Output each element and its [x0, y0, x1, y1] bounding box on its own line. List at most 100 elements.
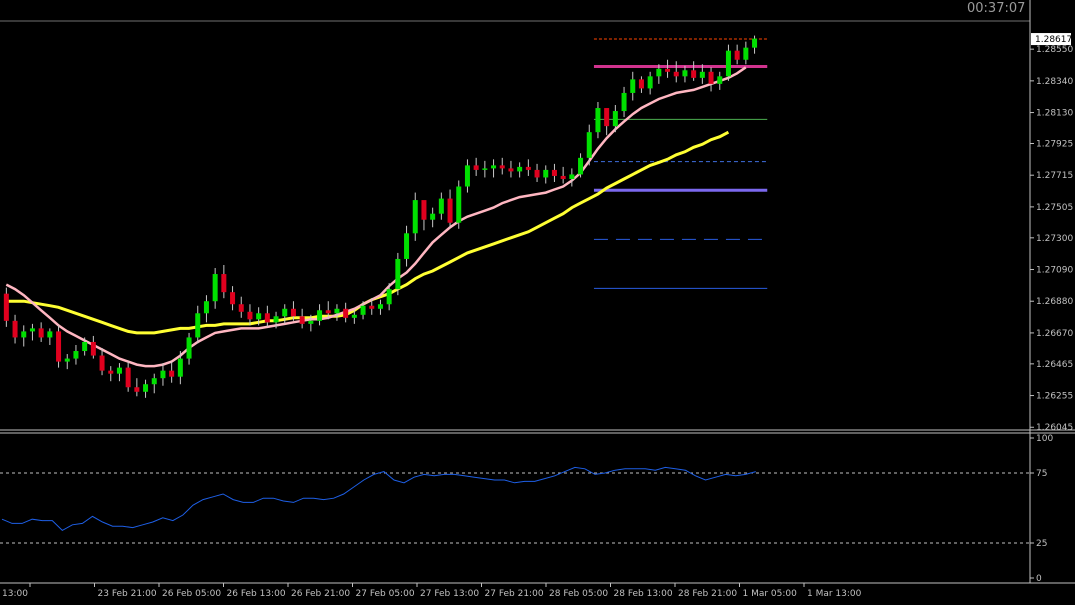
candle-body — [438, 198, 444, 214]
candle-body — [90, 341, 96, 356]
candle-body — [656, 68, 662, 77]
candle — [369, 298, 375, 315]
candle-body — [351, 314, 357, 318]
candle-body — [638, 79, 644, 89]
candle — [630, 71, 636, 101]
candle-body — [221, 274, 227, 293]
candle — [647, 71, 653, 95]
price-tick-label: 1.26045 — [1036, 423, 1073, 433]
candle-body — [499, 165, 505, 169]
candle — [169, 361, 175, 383]
candle-body — [578, 157, 584, 175]
price-tick-label: 1.27090 — [1036, 266, 1073, 276]
candle-body — [325, 310, 331, 314]
candle-body — [621, 92, 627, 112]
candle-body — [169, 370, 175, 377]
indicator-tick-label: 75 — [1036, 469, 1047, 479]
time-tick-label: 28 Feb 13:00 — [614, 589, 673, 599]
candle — [256, 307, 262, 326]
candle-body — [99, 355, 105, 371]
candle-body — [699, 71, 705, 78]
candle — [264, 305, 270, 327]
candle-body — [21, 331, 27, 338]
price-tick-label: 1.27300 — [1036, 234, 1073, 244]
candle — [308, 314, 314, 332]
candle — [464, 159, 470, 193]
candle — [3, 287, 9, 327]
time-tick-label: 26 Feb 05:00 — [162, 589, 221, 599]
candle — [438, 192, 444, 220]
candle-body — [334, 308, 340, 314]
price-axis-ticks: 1.28550 1.28340 1.28130 1.27925 1.27715 1.275… — [1030, 45, 1073, 433]
candle — [386, 283, 392, 311]
candle — [595, 101, 601, 139]
candle — [456, 180, 462, 229]
candle — [586, 124, 592, 166]
candle-body — [3, 293, 9, 321]
price-tick-label: 1.26465 — [1036, 360, 1073, 370]
candle — [665, 59, 671, 78]
candle — [212, 268, 218, 309]
candle — [404, 225, 410, 267]
time-tick-label: 27 Feb 21:00 — [485, 589, 544, 599]
candle-body — [430, 213, 436, 220]
candle-body — [29, 328, 35, 332]
candle-body — [151, 378, 157, 385]
time-tick-label: 1 Mar 13:00 — [807, 589, 862, 599]
candle — [282, 304, 288, 324]
candle — [343, 302, 349, 323]
candle — [508, 160, 514, 178]
candle-body — [343, 308, 349, 318]
candle-body — [143, 384, 149, 392]
candle — [317, 304, 323, 326]
time-tick-label: 27 Feb 13:00 — [420, 589, 479, 599]
candle-body — [691, 70, 697, 78]
candle-body — [203, 301, 209, 314]
candle — [621, 86, 627, 118]
price-tick-label: 1.26255 — [1036, 392, 1073, 402]
candle-body — [447, 198, 453, 223]
candle-body — [673, 71, 679, 77]
candle-body — [256, 313, 262, 320]
candle — [734, 44, 740, 65]
candle-body — [708, 71, 714, 84]
candle-body — [264, 313, 270, 323]
candle-body — [299, 316, 305, 324]
time-tick-label: 1 Mar 05:00 — [743, 589, 798, 599]
candle — [673, 61, 679, 83]
candle — [325, 301, 331, 320]
candle — [230, 286, 236, 311]
candle — [360, 301, 366, 320]
candle-body — [525, 166, 531, 170]
candle-body — [682, 70, 688, 77]
candle-body — [56, 331, 62, 362]
candle-body — [456, 186, 462, 223]
candle — [21, 325, 27, 347]
candle-body — [212, 274, 218, 302]
indicator-tick-label: 25 — [1036, 539, 1047, 549]
candle-body — [82, 341, 88, 352]
candle — [699, 64, 705, 84]
candle-body — [725, 50, 731, 77]
candle — [203, 295, 209, 323]
candle-body — [734, 50, 740, 60]
price-tick-label: 1.27715 — [1036, 171, 1073, 181]
candle — [430, 207, 436, 228]
candle-body — [47, 331, 53, 338]
candle — [482, 160, 488, 178]
candle-body — [473, 165, 479, 170]
candle — [134, 378, 140, 397]
candle-body — [464, 165, 470, 187]
candle-body — [377, 304, 383, 309]
candle-body — [551, 169, 557, 176]
candle — [64, 354, 70, 370]
time-axis-ticks: 13:00 23 Feb 21:00 26 Feb 05:00 26 Feb 13:0… — [2, 583, 862, 599]
candle-body — [534, 169, 540, 178]
candle — [491, 159, 497, 178]
time-tick-label: 27 Feb 05:00 — [356, 589, 415, 599]
candle — [543, 165, 549, 184]
candle-body — [116, 367, 122, 374]
indicator-tick-label: 0 — [1036, 574, 1042, 584]
